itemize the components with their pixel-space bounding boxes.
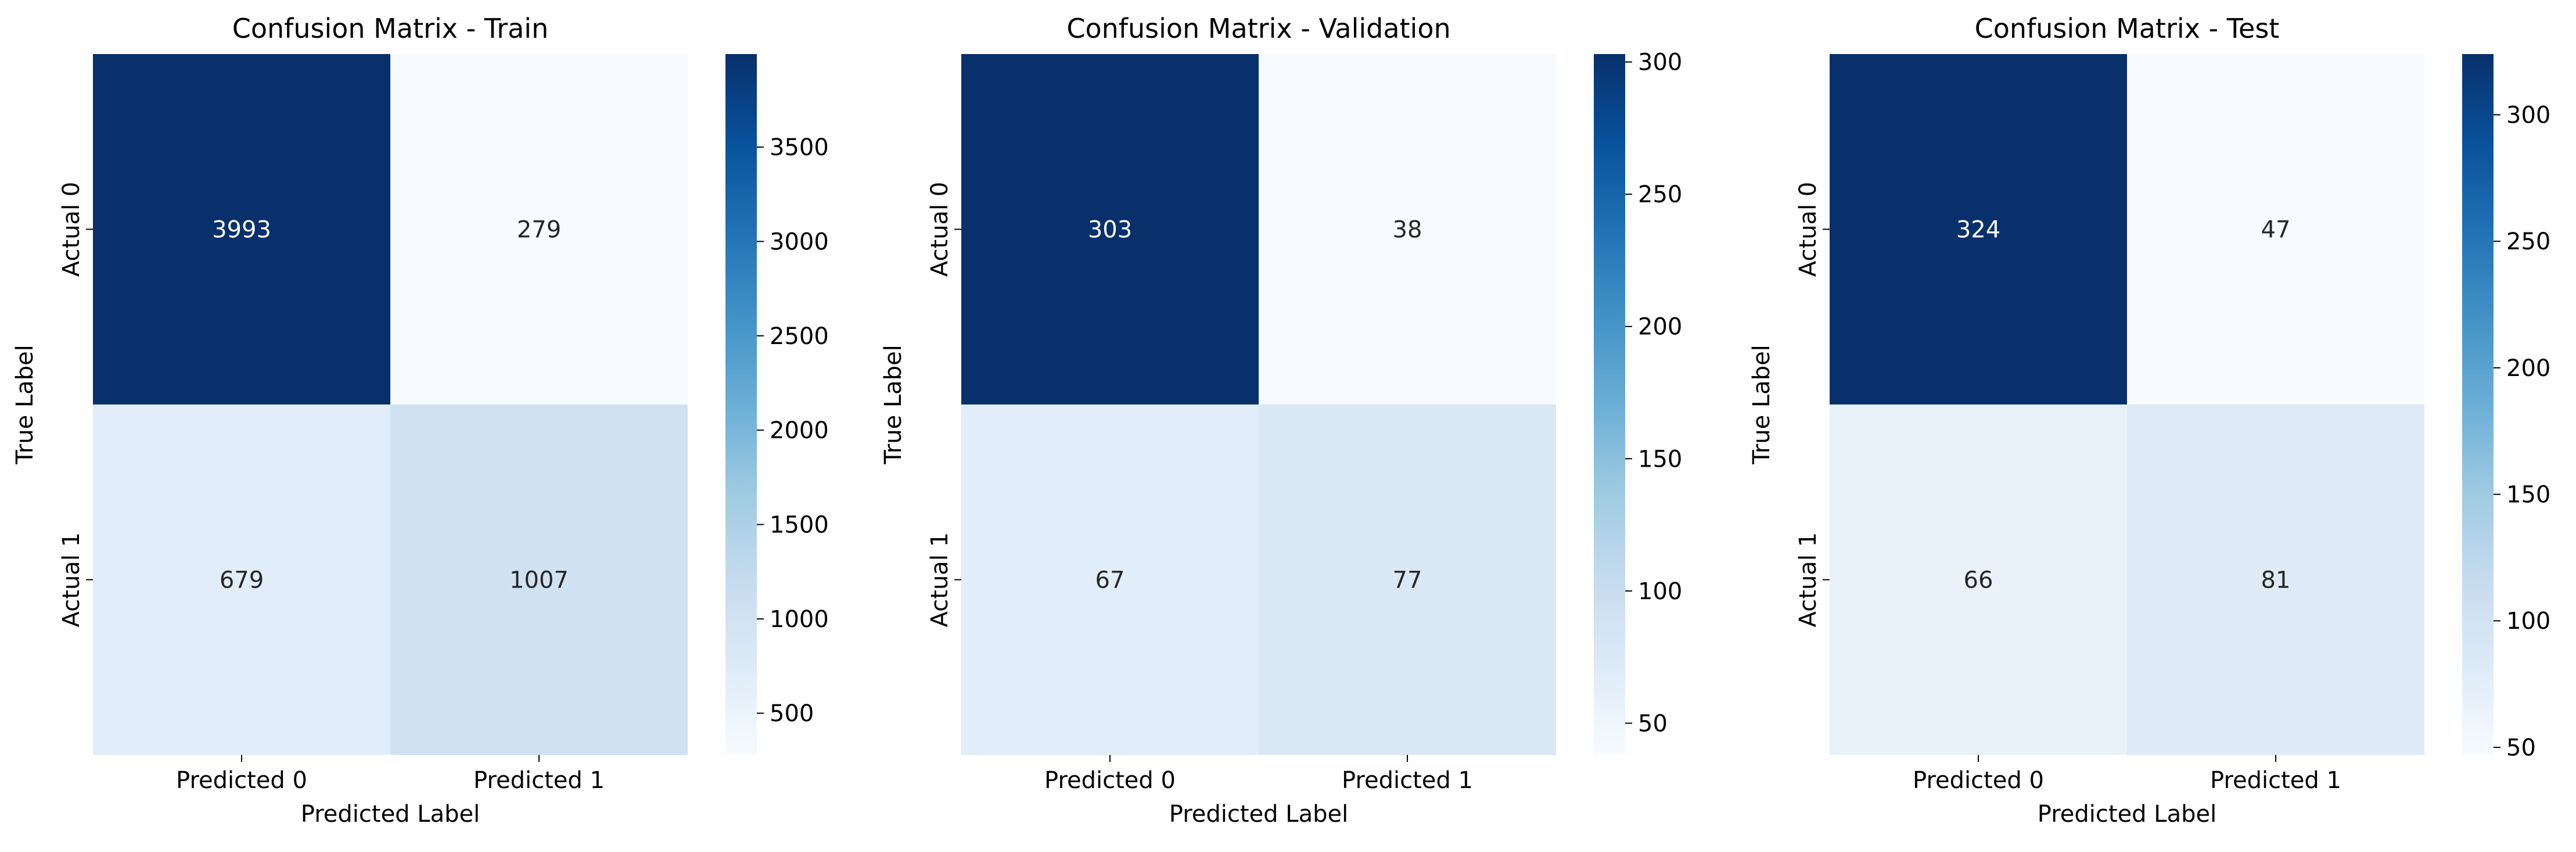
x-tick-label: Predicted 0 [1913,767,2044,794]
colorbar-tick-label: 150 [1638,446,1682,472]
colorbar-tick-label: 150 [2506,482,2550,509]
heatmap-cell [961,54,1259,404]
colorbar-tick-label: 250 [2506,228,2550,255]
y-axis-label: True Label [880,345,907,465]
colorbar-tick-label: 50 [1638,710,1668,737]
colorbar-tick-label: 1000 [770,606,829,633]
colorbar-tick-label: 1500 [770,512,829,539]
heatmap-cell [2127,404,2424,755]
heatmap-cell [93,54,390,404]
chart-title: Confusion Matrix - Validation [1066,13,1450,44]
colorbar [1594,54,1625,755]
y-axis-label: True Label [12,345,38,465]
confusion-matrix-panel: Confusion Matrix - Test 324 47 66 81 Predicte… [1748,13,2550,828]
x-tick-label: Predicted 0 [176,767,307,794]
colorbar-tick-label: 50 [2506,735,2536,761]
heatmap-cell [961,404,1259,755]
colorbar [725,54,757,755]
colorbar [2462,54,2494,755]
heatmap-cell [390,404,688,755]
cell-value-label: 67 [1095,567,1125,594]
colorbar-tick-label: 300 [1638,49,1682,76]
y-tick-label: Actual 1 [1795,532,1821,627]
cell-value-label: 81 [2261,567,2291,594]
heatmap-cell [390,54,688,404]
colorbar-tick-label: 500 [770,700,814,727]
heatmap-cell [1259,54,1556,404]
confusion-matrix-panel: Confusion Matrix - Validation 303 38 67 77 Pr… [880,13,1682,828]
heatmap-cell [1830,54,2127,404]
colorbar-tick-label: 200 [1638,314,1682,341]
chart-title: Confusion Matrix - Test [1975,13,2280,44]
colorbar-tick-label: 200 [2506,355,2550,382]
colorbar-tick-label: 2500 [770,323,829,350]
colorbar-tick-label: 3500 [770,134,829,161]
x-tick-label: Predicted 1 [473,767,605,794]
confusion-matrix-panel: Confusion Matrix - Train 3993 279 679 1007 Pr… [12,13,829,828]
x-tick-label: Predicted 1 [1342,767,1473,794]
chart-title: Confusion Matrix - Train [232,13,548,44]
cell-value-label: 303 [1088,217,1132,244]
cell-value-label: 324 [1956,217,2000,244]
colorbar-tick-label: 100 [1638,578,1682,605]
cell-value-label: 679 [220,567,264,594]
heatmap-cell [1830,404,2127,755]
cell-value-label: 38 [1393,217,1422,244]
cell-value-label: 3993 [212,217,271,244]
colorbar-tick-label: 2000 [770,417,829,444]
y-tick-label: Actual 1 [926,532,953,627]
cell-value-label: 77 [1393,567,1422,594]
colorbar-tick-label: 100 [2506,608,2550,635]
x-axis-label: Predicted Label [2038,801,2216,828]
heatmap-cell [1259,404,1556,755]
cell-value-label: 279 [517,217,561,244]
x-axis-label: Predicted Label [301,801,480,828]
y-tick-label: Actual 1 [58,532,85,627]
cell-value-label: 66 [1964,567,1993,594]
heatmap-cell [93,404,390,755]
y-tick-label: Actual 0 [58,182,85,277]
x-tick-label: Predicted 1 [2210,767,2341,794]
colorbar-tick-label: 3000 [770,228,829,255]
x-tick-label: Predicted 0 [1044,767,1176,794]
colorbar-tick-label: 300 [2506,102,2550,128]
y-tick-label: Actual 0 [1795,182,1821,277]
cell-value-label: 47 [2261,217,2291,244]
x-axis-label: Predicted Label [1169,801,1348,828]
y-axis-label: True Label [1748,345,1775,465]
colorbar-tick-label: 250 [1638,181,1682,208]
y-tick-label: Actual 0 [926,182,953,277]
cell-value-label: 1007 [509,567,569,594]
heatmap-cell [2127,54,2424,404]
